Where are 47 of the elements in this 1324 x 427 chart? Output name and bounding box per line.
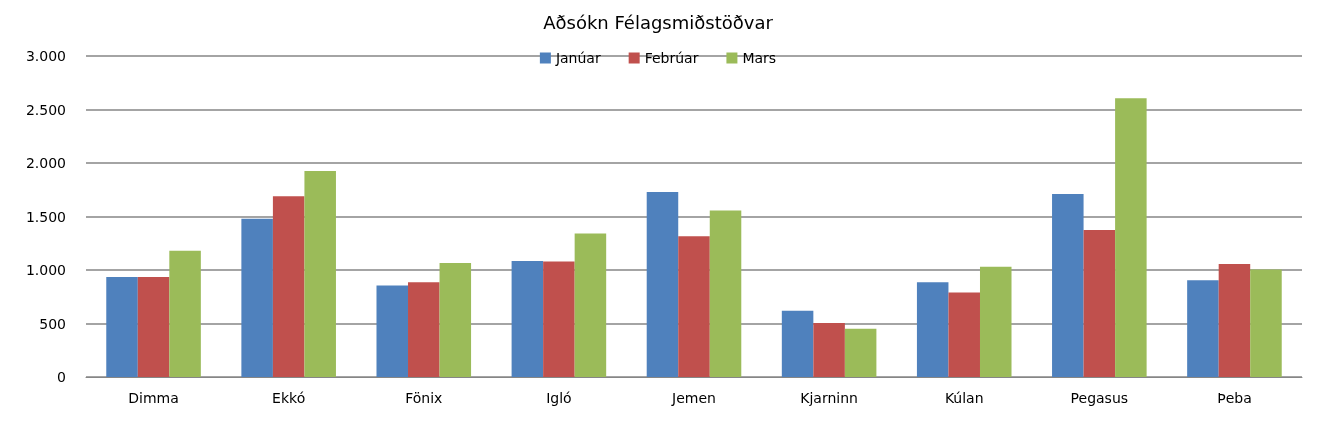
bar [844, 328, 877, 377]
bar [1115, 98, 1147, 377]
bar [781, 310, 814, 377]
bar [304, 171, 336, 377]
bar [137, 276, 170, 377]
bar [1187, 280, 1219, 377]
bar [1083, 229, 1116, 377]
bar [1052, 194, 1084, 377]
bar [106, 276, 138, 377]
bar [709, 210, 742, 377]
bar [169, 250, 201, 377]
y-tick-label: 2.000 [25, 155, 66, 171]
bar [916, 282, 949, 377]
bar [813, 322, 845, 377]
chart-title: Aðsókn Félagsmiðstöðvar [543, 11, 774, 33]
bar [543, 261, 575, 377]
x-tick-label: Jemen [671, 390, 716, 406]
bar [241, 218, 273, 377]
bar [376, 285, 409, 377]
y-tick-label: 0 [57, 369, 66, 385]
legend-label: Mars [742, 50, 777, 66]
x-tick-label: Þeba [1217, 390, 1252, 406]
x-tick-label: Kjarninn [800, 390, 858, 406]
x-tick-label: Fönix [405, 390, 443, 406]
y-tick-label: 500 [39, 315, 66, 332]
y-tick-label: 1.000 [25, 262, 66, 278]
bar [574, 233, 607, 377]
y-tick-label: 2.500 [25, 101, 66, 118]
bar [979, 266, 1012, 377]
legend-label: Febrúar [644, 50, 699, 66]
bar [511, 260, 544, 377]
x-tick-label: Dimma [128, 390, 179, 406]
bar [408, 282, 440, 377]
bar [948, 292, 980, 377]
legend-label: Janúar [554, 50, 601, 66]
y-tick-label: 1.500 [25, 208, 66, 225]
bar [1250, 269, 1282, 377]
x-tick-label: Pegasus [1070, 390, 1129, 406]
bar [678, 236, 710, 377]
bar [646, 191, 679, 377]
y-tick-label: 3.000 [25, 48, 66, 64]
bar [1218, 264, 1251, 377]
bar [272, 196, 305, 377]
x-tick-label: Igló [546, 390, 572, 406]
bar [439, 263, 472, 377]
x-tick-label: Kúlan [944, 390, 984, 406]
x-tick-label: Ekkó [272, 390, 306, 406]
